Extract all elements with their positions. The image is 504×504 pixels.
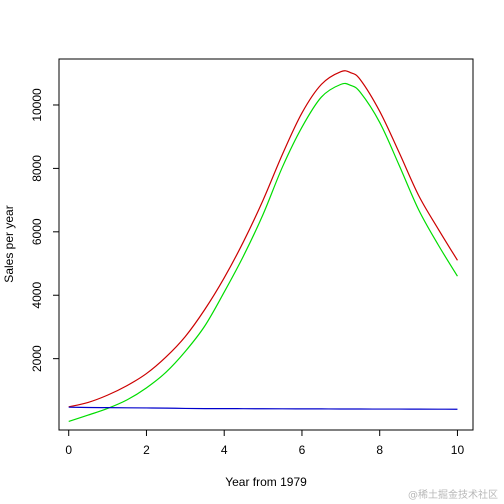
- plot-frame: [58, 58, 474, 431]
- x-tick-label: 0: [65, 443, 72, 457]
- y-tick-label: 10000: [30, 88, 44, 122]
- x-axis-label: Year from 1979: [225, 475, 307, 489]
- x-axis: 0 2 4 6 8 10: [65, 429, 465, 457]
- watermark: @稀土掘金技术社区: [408, 488, 498, 501]
- x-tick-label: 10: [451, 443, 465, 457]
- x-tick-label: 4: [221, 443, 228, 457]
- y-tick-label: 2000: [30, 345, 44, 372]
- y-axis: 2000 4000 6000 8000 10000: [30, 88, 60, 372]
- series-line-2: [68, 406, 458, 410]
- y-tick-label: 4000: [30, 282, 44, 309]
- y-axis-label: Sales per year: [2, 205, 16, 282]
- series-layer: [68, 70, 458, 423]
- series-line-1: [68, 82, 458, 423]
- x-tick-label: 2: [143, 443, 150, 457]
- x-tick-label: 8: [376, 443, 383, 457]
- x-tick-label: 6: [299, 443, 306, 457]
- y-tick-label: 8000: [30, 155, 44, 182]
- series-line-0: [68, 70, 458, 408]
- y-tick-label: 6000: [30, 218, 44, 245]
